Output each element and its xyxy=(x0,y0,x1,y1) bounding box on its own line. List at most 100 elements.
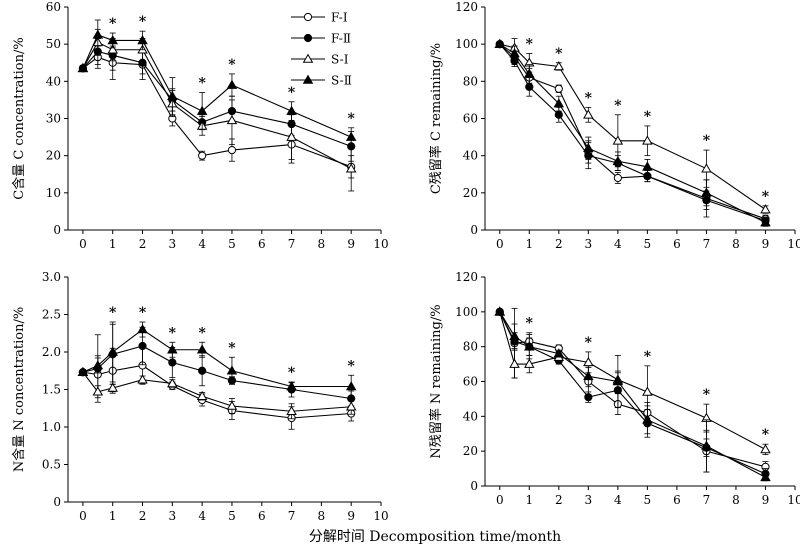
series-filled-triangle xyxy=(494,38,771,227)
data-point xyxy=(554,110,563,119)
x-tick-label: 5 xyxy=(644,493,652,507)
x-tick-label: 0 xyxy=(79,237,87,251)
data-point xyxy=(77,366,89,377)
series-line xyxy=(82,50,352,147)
y-tick-label: 100 xyxy=(455,37,478,51)
data-point xyxy=(198,151,207,160)
data-point xyxy=(583,109,594,119)
data-point xyxy=(226,365,238,375)
x-tick-label: 7 xyxy=(703,237,711,251)
significance-star: * xyxy=(762,189,770,205)
data-point xyxy=(524,68,535,78)
data-point xyxy=(701,187,712,197)
y-axis-label: N残留率 N remaining/% xyxy=(428,304,444,458)
data-point xyxy=(286,105,297,115)
data-point xyxy=(524,341,535,351)
y-tick-label: 40 xyxy=(463,149,478,163)
data-point xyxy=(760,444,771,454)
x-tick-label: 0 xyxy=(79,509,87,523)
x-tick-label: 3 xyxy=(169,509,177,523)
data-point xyxy=(137,374,148,384)
significance-star: * xyxy=(555,46,563,62)
series-open-triangle xyxy=(77,28,357,192)
x-tick-label: 5 xyxy=(228,237,236,251)
legend: F-Ⅰ F-Ⅱ S-Ⅰ S-Ⅱ xyxy=(291,11,352,88)
y-tick-label: 120 xyxy=(455,0,478,14)
y-tick-label: 1.0 xyxy=(42,420,61,434)
significance-star: * xyxy=(585,90,593,106)
significance-star: * xyxy=(348,358,356,374)
data-point xyxy=(286,381,297,391)
significance-star: * xyxy=(585,335,593,351)
x-tick-label: 6 xyxy=(258,509,266,523)
x-tick-label: 5 xyxy=(644,237,652,251)
x-tick-label: 9 xyxy=(347,237,355,251)
data-point xyxy=(345,163,357,173)
data-point xyxy=(583,142,594,153)
data-point xyxy=(553,348,565,358)
significance-star: * xyxy=(288,85,296,101)
x-tick-label: 9 xyxy=(762,237,770,251)
x-tick-label: 10 xyxy=(373,237,388,251)
x-tick-label: 7 xyxy=(288,237,296,251)
y-tick-label: 60 xyxy=(463,375,478,389)
x-tick-label: 7 xyxy=(703,493,711,507)
y-tick-label: 1.5 xyxy=(42,383,61,397)
series-filled-triangle xyxy=(77,321,357,399)
x-tick-label: 4 xyxy=(198,509,206,523)
x-tick-label: 2 xyxy=(555,237,563,251)
x-tick-label: 8 xyxy=(318,237,326,251)
series-line xyxy=(499,311,766,478)
x-tick-label: 10 xyxy=(787,237,800,251)
data-point xyxy=(642,161,653,171)
legend-label: F-Ⅰ xyxy=(331,11,348,25)
x-tick-label: 9 xyxy=(762,493,770,507)
series-open-triangle xyxy=(77,366,357,420)
series-line xyxy=(499,43,766,211)
x-tick-label: 3 xyxy=(169,237,177,251)
data-point xyxy=(760,217,771,227)
y-tick-label: 40 xyxy=(46,74,61,88)
data-point xyxy=(226,400,238,410)
data-point xyxy=(167,378,178,388)
data-point xyxy=(494,306,506,316)
significance-star: * xyxy=(644,349,652,365)
data-point xyxy=(107,44,118,54)
y-tick-label: 60 xyxy=(46,0,61,14)
significance-star: * xyxy=(526,36,534,52)
significance-star: * xyxy=(109,305,117,321)
x-tick-label: 1 xyxy=(109,237,117,251)
y-tick-label: 80 xyxy=(463,74,478,88)
series-open-circle xyxy=(78,346,356,430)
y-tick-label: 80 xyxy=(463,340,478,354)
data-point xyxy=(584,393,593,402)
x-tick-label: 8 xyxy=(318,509,326,523)
data-point xyxy=(167,90,178,100)
figure-x-axis-label: 分解时间 Decomposition time/month xyxy=(309,529,561,545)
significance-star: * xyxy=(109,16,117,32)
series-line xyxy=(82,328,352,388)
series-open-triangle xyxy=(494,306,771,456)
significance-star: * xyxy=(526,316,534,332)
data-point xyxy=(107,382,118,392)
data-point xyxy=(345,131,357,141)
series-filled-circle xyxy=(495,307,770,480)
data-point xyxy=(554,84,563,93)
x-tick-label: 5 xyxy=(228,509,236,523)
significance-star: * xyxy=(614,98,622,114)
data-point xyxy=(509,48,520,58)
series-open-circle xyxy=(78,45,356,179)
significance-star: * xyxy=(228,340,236,356)
data-point xyxy=(345,381,357,391)
data-point xyxy=(760,471,771,482)
legend-marker xyxy=(303,12,313,22)
y-tick-label: 0.5 xyxy=(42,458,61,472)
series-filled-triangle xyxy=(77,19,357,147)
data-point xyxy=(553,61,565,71)
x-tick-label: 4 xyxy=(198,237,206,251)
legend-marker xyxy=(302,53,314,63)
y-tick-label: 2.5 xyxy=(42,308,61,322)
data-point xyxy=(509,330,520,341)
